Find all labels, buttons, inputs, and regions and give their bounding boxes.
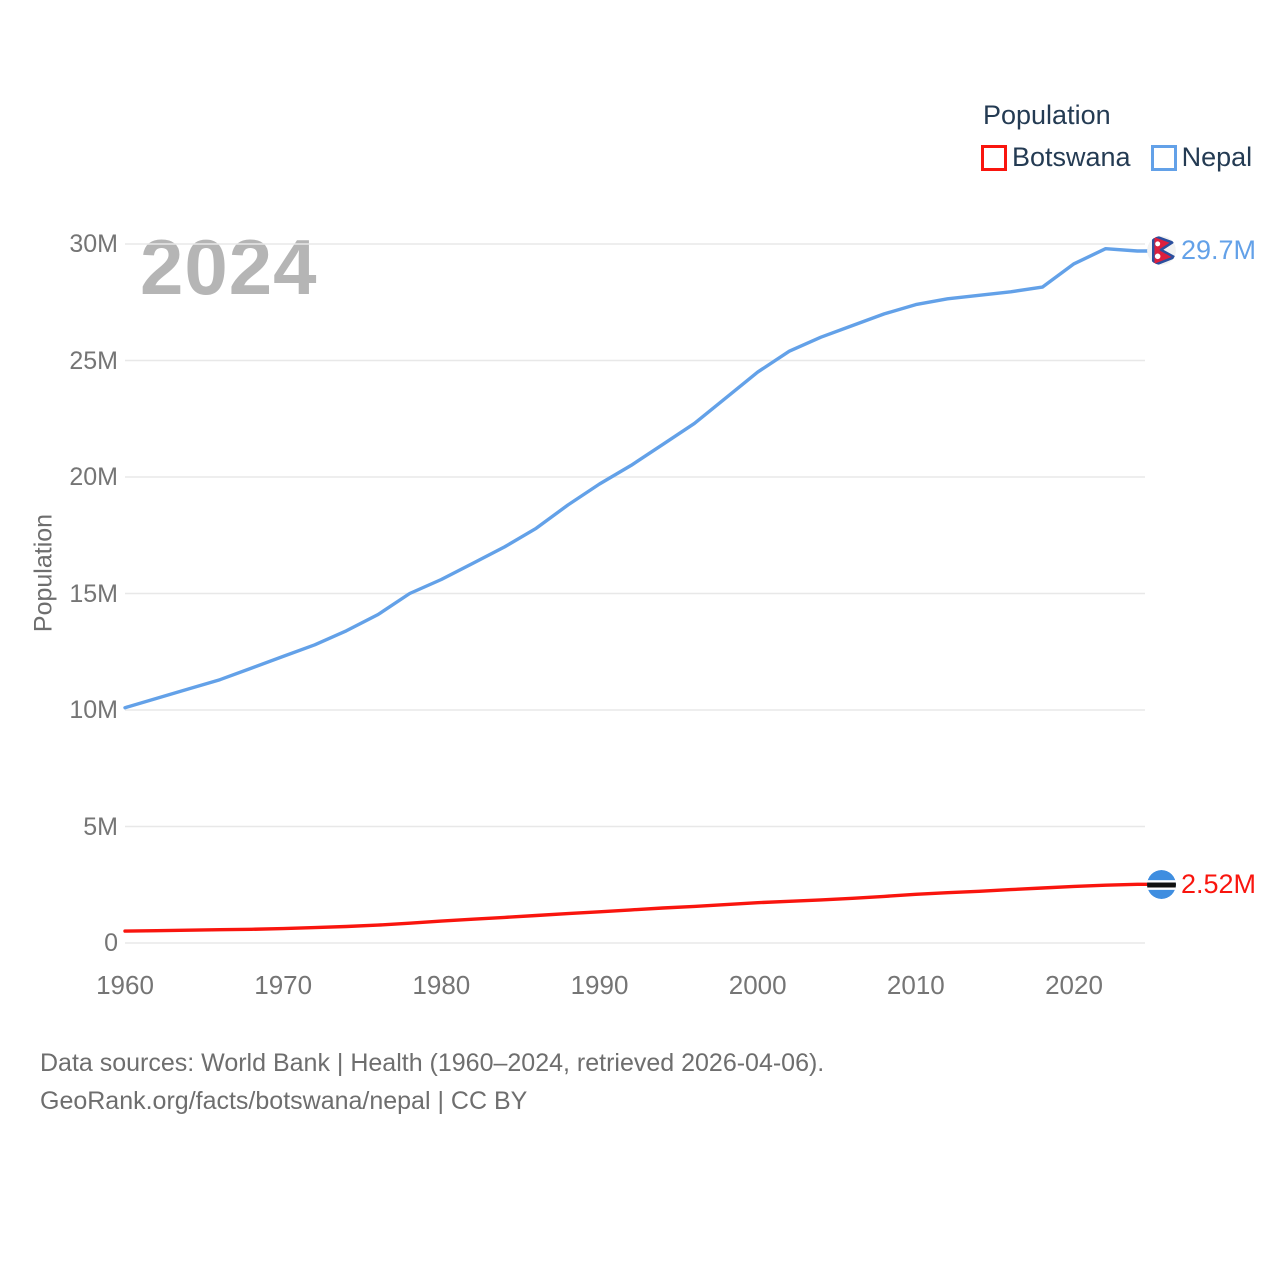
botswana-series-swatch-icon	[981, 144, 1007, 171]
x-tick-label: 1990	[570, 970, 629, 1000]
nepal-end-value: 29.7M	[1181, 235, 1257, 266]
y-axis-title: Population	[29, 513, 58, 633]
footer-attribution: GeoRank.org/facts/botswana/nepal | CC BY	[40, 1087, 528, 1115]
y-tick-label: 15M	[69, 579, 118, 608]
x-tick-label: 1980	[412, 970, 471, 1000]
nepal-series-swatch-icon	[1150, 144, 1177, 171]
legend-item-label: Nepal	[1181, 142, 1253, 172]
y-tick-label: 10M	[69, 696, 118, 724]
nepal-flag-icon	[1147, 236, 1176, 266]
series-line-botswana[interactable]	[123, 882, 1150, 933]
footer-data-sources: Data sources: World Bank | Health (1960–…	[40, 1049, 825, 1077]
y-tick-label: 25M	[69, 346, 118, 375]
x-tick-label: 2000	[728, 970, 787, 1000]
y-tick-label: 0	[104, 929, 118, 957]
legend-item-label: Botswana	[1012, 142, 1131, 172]
footer: Data sources: World Bank | Health (1960–…	[40, 1044, 824, 1120]
x-tick-label: 1970	[254, 970, 313, 1000]
y-tick-label: 20M	[69, 463, 118, 491]
botswana-end-value: 2.52M	[1181, 868, 1257, 899]
year-watermark: 2024	[140, 223, 318, 311]
plot-area	[123, 243, 1150, 944]
legend-item-nepal[interactable]: Nepal	[1150, 142, 1253, 173]
y-tick-label: 30M	[69, 230, 118, 258]
botswana-end-marker: 2.52M	[1146, 868, 1256, 900]
legend-title: Population	[983, 100, 1111, 130]
x-tick-label: 2020	[1045, 970, 1103, 1000]
series-line-nepal[interactable]	[123, 246, 1150, 710]
x-tick-label: 2010	[886, 970, 945, 1000]
legend-items: Botswana Nepal	[981, 142, 1252, 173]
y-tick-label: 5M	[83, 812, 118, 841]
botswana-flag-icon	[1147, 869, 1176, 899]
nepal-end-marker: 29.7M	[1146, 235, 1256, 267]
legend-item-botswana[interactable]: Botswana	[981, 142, 1131, 173]
x-tick-label: 1960	[96, 970, 154, 1000]
